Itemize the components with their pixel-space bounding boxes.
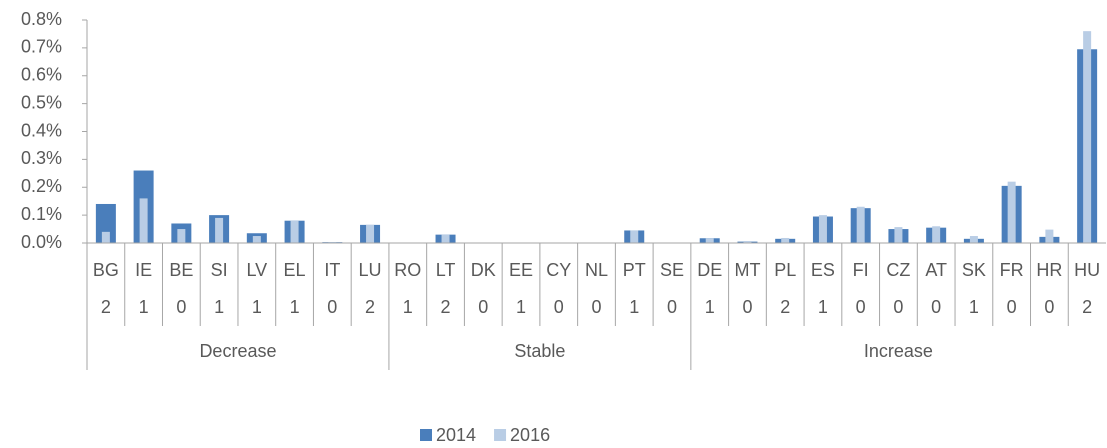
x-tick-label: DE <box>697 260 722 280</box>
x-sub-label: 1 <box>290 297 300 317</box>
x-tick-label: EE <box>509 260 533 280</box>
x-sub-label: 2 <box>441 297 451 317</box>
x-sub-label: 1 <box>139 297 149 317</box>
bar <box>969 236 978 243</box>
x-sub-label: 0 <box>667 297 677 317</box>
y-tick-label: 0.8% <box>21 9 62 29</box>
y-tick-label: 0.7% <box>21 37 62 57</box>
x-sub-label: 0 <box>856 297 866 317</box>
x-tick-label: RO <box>394 260 421 280</box>
bar <box>95 203 116 243</box>
x-sub-label: 2 <box>1082 297 1092 317</box>
x-tick-label: LV <box>246 260 267 280</box>
x-sub-label: 0 <box>1007 297 1017 317</box>
legend-label: 2014 <box>436 425 476 445</box>
x-sub-label: 0 <box>591 297 601 317</box>
y-tick-label: 0.4% <box>21 120 62 140</box>
x-tick-label: MT <box>734 260 760 280</box>
x-tick-label: EL <box>284 260 306 280</box>
x-tick-label: LT <box>436 260 456 280</box>
x-sub-label: 0 <box>327 297 337 317</box>
x-sub-label: 0 <box>931 297 941 317</box>
group-label: Stable <box>514 341 565 361</box>
x-sub-label: 0 <box>176 297 186 317</box>
x-sub-label: 1 <box>252 297 262 317</box>
x-sub-label: 2 <box>101 297 111 317</box>
x-tick-label: FR <box>1000 260 1024 280</box>
x-tick-label: BE <box>169 260 193 280</box>
x-sub-label: 0 <box>478 297 488 317</box>
x-sub-label: 1 <box>629 297 639 317</box>
x-sub-label: 1 <box>969 297 979 317</box>
x-sub-label: 1 <box>516 297 526 317</box>
x-tick-label: IE <box>135 260 152 280</box>
x-tick-label: SI <box>211 260 228 280</box>
x-tick-label: LU <box>359 260 382 280</box>
x-sub-label: 2 <box>780 297 790 317</box>
y-tick-label: 0.5% <box>21 92 62 112</box>
bar <box>101 231 110 243</box>
y-tick-label: 0.0% <box>21 232 62 252</box>
group-label: Decrease <box>199 341 276 361</box>
x-tick-label: CY <box>546 260 571 280</box>
x-sub-label: 0 <box>893 297 903 317</box>
bar <box>1007 181 1016 243</box>
x-tick-label: HU <box>1074 260 1100 280</box>
y-tick-label: 0.1% <box>21 204 62 224</box>
bar <box>215 217 224 243</box>
y-tick-label: 0.6% <box>21 65 62 85</box>
bar <box>1083 31 1092 244</box>
bar <box>630 230 639 243</box>
x-sub-label: 0 <box>742 297 752 317</box>
bar <box>856 206 865 243</box>
bar <box>818 215 827 243</box>
bar <box>894 227 903 243</box>
x-tick-label: SE <box>660 260 684 280</box>
x-tick-label: FI <box>853 260 869 280</box>
bar <box>743 241 752 243</box>
x-tick-label: ES <box>811 260 835 280</box>
x-tick-label: NL <box>585 260 608 280</box>
x-sub-label: 1 <box>705 297 715 317</box>
bar <box>139 198 148 243</box>
bar <box>1045 229 1054 243</box>
bar <box>932 226 941 243</box>
group-label: Increase <box>864 341 933 361</box>
y-tick-label: 0.2% <box>21 176 62 196</box>
x-tick-label: BG <box>93 260 119 280</box>
x-sub-label: 0 <box>554 297 564 317</box>
bar <box>177 229 186 243</box>
x-tick-label: SK <box>962 260 986 280</box>
legend-swatch <box>494 429 507 441</box>
x-sub-label: 1 <box>403 297 413 317</box>
x-sub-label: 1 <box>214 297 224 317</box>
x-tick-label: DK <box>471 260 496 280</box>
x-tick-label: PT <box>623 260 646 280</box>
x-sub-label: 0 <box>1044 297 1054 317</box>
bar <box>252 236 261 243</box>
y-tick-label: 0.3% <box>21 148 62 168</box>
x-tick-label: HR <box>1036 260 1062 280</box>
x-tick-label: AT <box>925 260 947 280</box>
x-tick-label: CZ <box>886 260 910 280</box>
x-tick-label: PL <box>774 260 796 280</box>
bar <box>781 237 790 243</box>
x-sub-label: 1 <box>818 297 828 317</box>
bar <box>705 238 714 243</box>
legend-label: 2016 <box>510 425 550 445</box>
bar <box>290 220 299 243</box>
x-tick-label: IT <box>324 260 340 280</box>
legend-swatch <box>420 429 432 441</box>
bar <box>366 224 375 243</box>
bar <box>441 234 450 243</box>
x-sub-label: 2 <box>365 297 375 317</box>
